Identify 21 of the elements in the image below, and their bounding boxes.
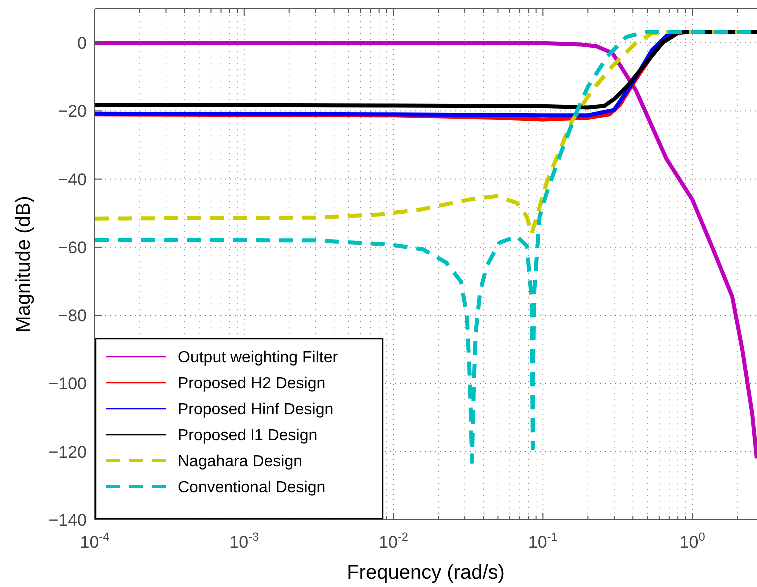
x-tick-label: 10$^{-3}$ [230, 530, 260, 552]
legend-label: Proposed H2 Design [178, 376, 326, 393]
y-tick-label: −40 [58, 170, 87, 190]
legend-label: Nagahara Design [178, 454, 303, 471]
legend-label: Proposed Hinf Design [178, 402, 334, 419]
legend-label: Output weighting Filter [178, 350, 339, 367]
legend-label: Conventional Design [178, 480, 326, 497]
y-tick-label: −20 [58, 102, 87, 122]
y-tick-label: −80 [58, 306, 87, 326]
x-tick-label: 10$^{-4}$ [80, 530, 110, 552]
x-tick-label: 10$^{-2}$ [379, 530, 409, 552]
y-tick-label: 0 [78, 34, 87, 54]
y-tick-label: −140 [48, 510, 87, 530]
y-tick-label: −120 [48, 442, 87, 462]
x-axis-title: Frequency (rad/s) [347, 562, 505, 584]
y-tick-label: −100 [48, 374, 87, 394]
y-axis-title: Magnitude (dB) [13, 196, 35, 333]
legend-label: Proposed l1 Design [178, 428, 318, 445]
x-tick-label: 10$^{-1}$ [528, 530, 558, 552]
x-tick-label: 10$^{0}$ [680, 530, 706, 552]
y-tick-label: −60 [58, 238, 87, 258]
